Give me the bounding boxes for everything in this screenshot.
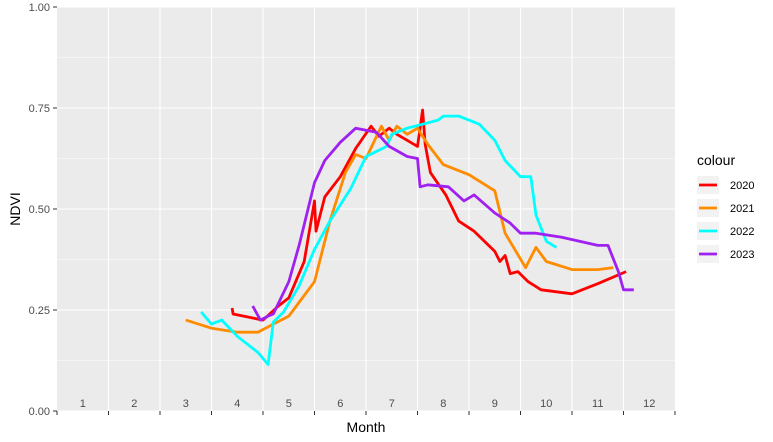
y-tick-label: 0.75 <box>29 103 50 115</box>
x-tick-label: 2 <box>131 398 137 410</box>
x-tick-label: 7 <box>389 398 395 410</box>
x-tick-label: 9 <box>492 398 498 410</box>
legend-title: colour <box>697 152 735 168</box>
legend-label-2021: 2021 <box>730 203 754 215</box>
legend-label-2020: 2020 <box>730 180 754 192</box>
x-tick-label: 5 <box>286 398 292 410</box>
x-tick-label: 10 <box>540 398 552 410</box>
x-tick-label: 1 <box>80 398 86 410</box>
major-grid <box>57 6 675 412</box>
x-axis-title: Month <box>347 419 386 435</box>
series-layer <box>185 108 634 366</box>
series-line-2020 <box>230 108 627 322</box>
y-tick-label: 0.25 <box>29 305 50 317</box>
series-line-2022 <box>200 114 558 366</box>
x-tick-label: 6 <box>337 398 343 410</box>
x-tick-label: 3 <box>183 398 189 410</box>
x-axis: 1 2 3 4 5 6 7 8 9 10 11 12 <box>56 398 676 415</box>
y-tick-label: 0.50 <box>29 204 50 216</box>
series-line-2021 <box>185 124 614 334</box>
x-tick-label: 4 <box>234 398 240 410</box>
x-tick-label: 11 <box>592 398 603 410</box>
x-tick-label: 12 <box>643 398 655 410</box>
series-line-2023 <box>251 126 634 322</box>
y-axis: 0.00 0.25 0.50 0.75 1.00 <box>29 2 57 418</box>
legend-label-2023: 2023 <box>730 249 754 261</box>
y-axis-title: NDVI <box>7 192 23 225</box>
legend-label-2022: 2022 <box>730 226 754 238</box>
y-tick-label: 0.00 <box>29 406 50 418</box>
x-tick-label: 8 <box>440 398 446 410</box>
y-tick-label: 1.00 <box>29 2 50 14</box>
legend: colour 2020 2021 2022 2023 <box>697 152 754 263</box>
